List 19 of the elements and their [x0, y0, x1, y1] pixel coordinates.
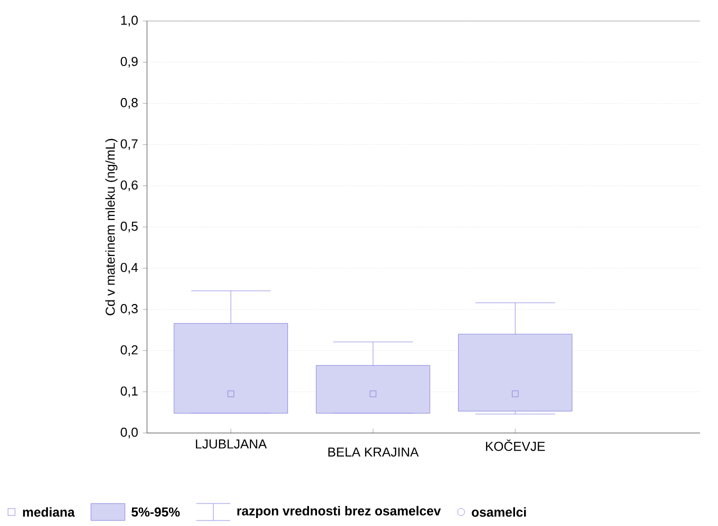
y-tick-label: 0,7 — [120, 139, 138, 150]
text: 5%-95% — [132, 507, 180, 517]
text: razpon vrednosti brez osamelcev — [237, 506, 441, 518]
y-tick-label: 0,2 — [120, 345, 138, 356]
y-axis-title: Cd v materinem mleku (ng/mL) — [105, 138, 118, 316]
y-tick-label: 0,8 — [120, 98, 138, 109]
text: mediana — [23, 507, 75, 517]
y-tick-label: 0,4 — [120, 262, 138, 274]
x-tick-label: KOČEVJE — [486, 440, 545, 451]
x-tick-label: BELA KRAJINA — [328, 448, 419, 457]
y-tick-label: 0,9 — [120, 56, 138, 68]
y-tick-label: 1,0 — [121, 16, 138, 26]
y-tick-label: 0,6 — [120, 180, 138, 192]
y-tick-label: 0,5 — [120, 222, 138, 232]
y-tick-label: 0,1 — [120, 386, 138, 398]
y-tick-label: 0,3 — [120, 304, 138, 315]
text: osamelci — [472, 507, 526, 517]
x-tick-label: LJUBLJANA — [196, 440, 267, 449]
y-tick-label: 0,0 — [120, 428, 138, 438]
